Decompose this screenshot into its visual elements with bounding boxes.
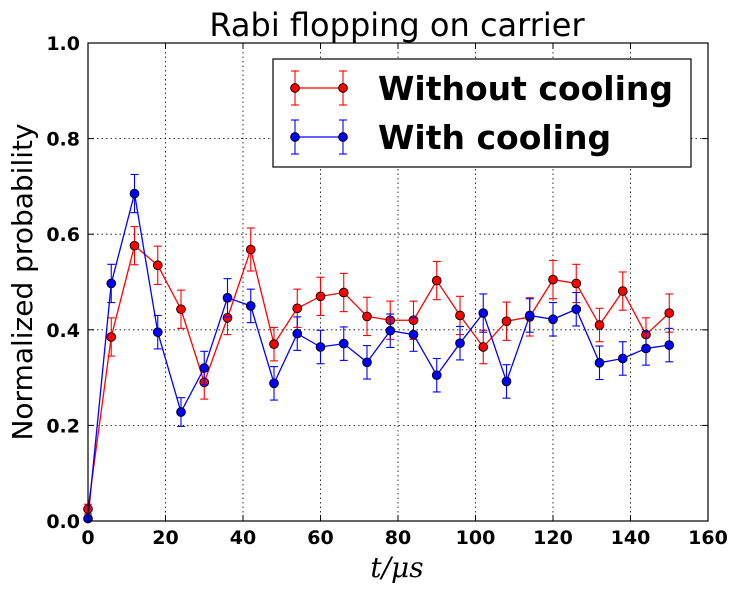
data-point xyxy=(571,278,582,289)
data-point xyxy=(431,370,442,381)
x-tick-label: 0 xyxy=(81,527,94,549)
data-point xyxy=(315,291,326,302)
data-point xyxy=(548,274,558,285)
data-point xyxy=(176,407,186,417)
data-point xyxy=(106,332,117,342)
data-point xyxy=(478,308,489,318)
data-point xyxy=(664,308,675,318)
legend-marker xyxy=(338,83,348,93)
legend-marker xyxy=(290,83,300,93)
y-tick-label: 0.6 xyxy=(46,224,80,246)
legend-marker xyxy=(338,132,348,142)
data-series xyxy=(83,173,675,524)
data-point xyxy=(129,240,140,251)
data-point xyxy=(594,357,605,368)
data-point xyxy=(641,343,651,354)
y-axis-label: Normalized probability xyxy=(6,123,39,440)
data-point xyxy=(408,329,419,340)
data-point xyxy=(152,260,163,271)
data-point xyxy=(176,304,186,315)
data-point xyxy=(362,357,372,368)
data-point xyxy=(524,310,535,321)
data-point xyxy=(362,311,372,322)
data-point xyxy=(617,353,628,364)
data-point xyxy=(292,303,303,314)
x-axis-label: t/μs xyxy=(370,551,423,584)
x-tick-label: 140 xyxy=(611,527,651,549)
legend-label: Without cooling xyxy=(378,69,673,108)
x-tick-label: 100 xyxy=(456,527,496,549)
y-tick-label: 1.0 xyxy=(46,33,80,55)
data-point xyxy=(455,310,465,321)
legend-label: With cooling xyxy=(378,118,611,157)
data-point xyxy=(431,275,442,286)
y-tick-label: 0.4 xyxy=(46,320,80,342)
x-tick-labels: 0 20 40 60 80 100 120 140 160 xyxy=(81,527,727,549)
series-1 xyxy=(83,173,675,524)
data-point xyxy=(385,325,396,336)
legend: Without cooling With cooling xyxy=(272,58,692,168)
data-point xyxy=(571,304,582,315)
data-point xyxy=(594,320,605,330)
x-tick-label: 160 xyxy=(688,527,728,549)
data-point xyxy=(338,338,349,349)
legend-item-1: With cooling xyxy=(290,118,611,157)
data-point xyxy=(315,342,326,352)
legend-marker xyxy=(290,132,300,142)
data-point xyxy=(548,314,558,325)
tick-marks xyxy=(87,42,709,522)
data-point xyxy=(199,363,210,373)
series-0 xyxy=(83,226,675,515)
data-point xyxy=(245,301,256,311)
x-tick-label: 60 xyxy=(307,527,333,549)
x-tick-label: 80 xyxy=(385,527,411,549)
x-tick-label: 20 xyxy=(152,527,178,549)
chart-title: Rabi flopping on carrier xyxy=(209,6,585,44)
data-point xyxy=(501,376,512,387)
data-point xyxy=(269,378,279,389)
data-point xyxy=(106,278,117,289)
x-tick-label: 40 xyxy=(230,527,256,549)
legend-item-0: Without cooling xyxy=(290,69,673,108)
y-tick-label: 0.0 xyxy=(46,511,80,533)
series-line xyxy=(87,244,670,510)
data-point xyxy=(129,188,140,199)
y-tick-label: 0.8 xyxy=(46,129,80,151)
data-point xyxy=(478,342,489,352)
data-point xyxy=(664,340,675,350)
data-point xyxy=(222,292,233,303)
data-point xyxy=(245,244,256,255)
data-point xyxy=(501,316,512,327)
y-tick-labels: 0.0 0.2 0.4 0.6 0.8 1.0 xyxy=(46,33,80,533)
series-line xyxy=(87,193,670,519)
data-point xyxy=(292,328,303,339)
data-point xyxy=(338,287,349,298)
data-point xyxy=(269,339,279,349)
data-point xyxy=(455,338,465,349)
data-point xyxy=(617,286,628,296)
plot-frame xyxy=(87,42,709,522)
data-point xyxy=(152,327,163,338)
x-tick-label: 120 xyxy=(533,527,573,549)
y-tick-label: 0.2 xyxy=(46,415,80,437)
